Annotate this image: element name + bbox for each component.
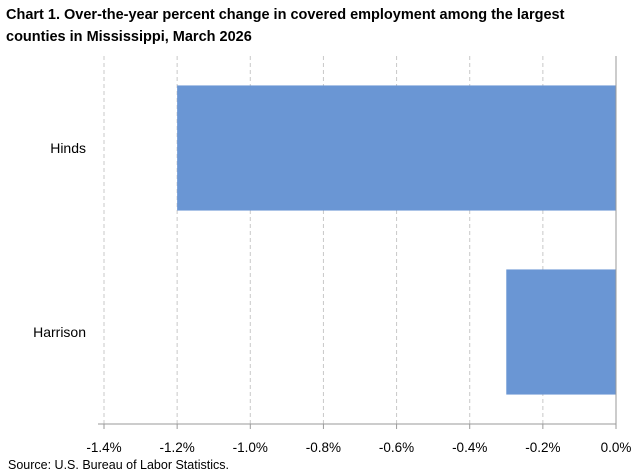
axes xyxy=(98,56,617,429)
x-tick-label: -0.2% xyxy=(525,440,560,455)
bar-harrison xyxy=(506,269,616,395)
chart-title-line-1: Chart 1. Over-the-year percent change in… xyxy=(6,7,565,23)
bar-hinds xyxy=(177,85,616,211)
x-tick-label: -0.8% xyxy=(306,440,341,455)
x-tick-label: -1.0% xyxy=(233,440,268,455)
category-label: Hinds xyxy=(50,140,86,156)
x-tick-label: -1.4% xyxy=(86,440,121,455)
chart-title: Chart 1. Over-the-year percent change in… xyxy=(6,4,636,48)
bars xyxy=(177,85,616,395)
x-tick-label: -1.2% xyxy=(160,440,195,455)
source-note: Source: U.S. Bureau of Labor Statistics. xyxy=(8,458,229,472)
chart-title-line-2: counties in Mississippi, March 2026 xyxy=(6,29,252,45)
x-tick-label: 0.0% xyxy=(601,440,632,455)
x-tick-label: -0.4% xyxy=(452,440,487,455)
x-tick-label: -0.6% xyxy=(379,440,414,455)
gridlines xyxy=(103,56,544,424)
labels: -1.4% -1.2% -1.0% -0.8% -0.6% -0.4% -0.2% 0.0% H… xyxy=(33,140,631,455)
category-label: Harrison xyxy=(33,324,86,340)
